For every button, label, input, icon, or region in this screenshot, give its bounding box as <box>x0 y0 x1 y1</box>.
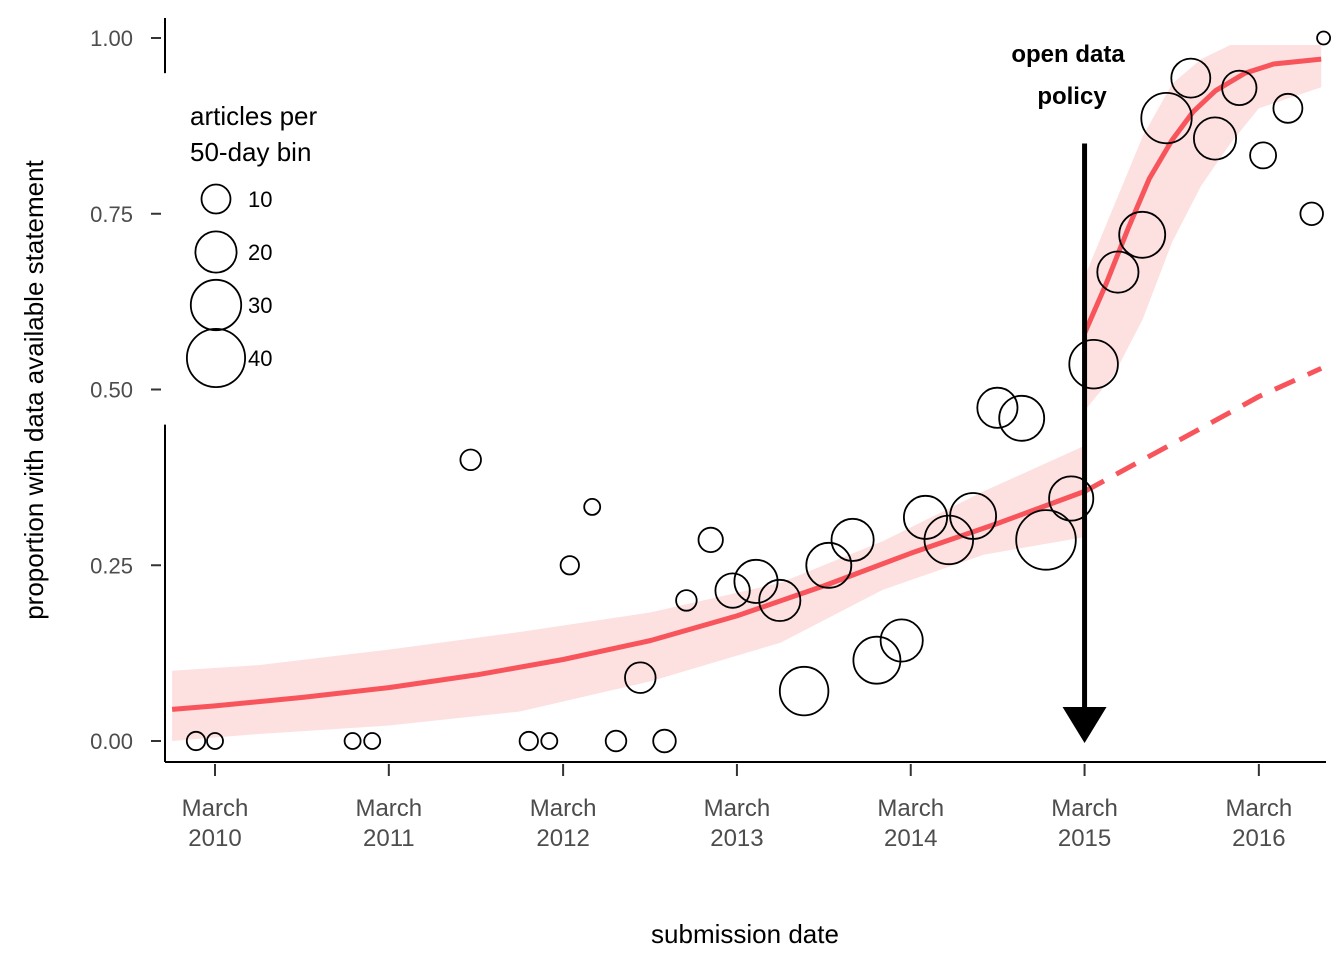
data-point-2 <box>343 732 362 750</box>
axes: 0.000.250.500.751.00March2010March2011Ma… <box>90 18 1326 852</box>
x-tick-label-month-4: March <box>877 795 944 822</box>
y-tick-label-3: 0.75 <box>90 202 133 227</box>
data-point-3 <box>363 732 382 750</box>
y-tick-label-1: 0.25 <box>90 553 133 578</box>
x-tick-label-year-4: 2014 <box>884 825 937 852</box>
data-point-5 <box>518 730 539 752</box>
data-point-39 <box>1316 30 1331 46</box>
legend-key-label-2: 30 <box>248 293 272 318</box>
annotation-line1: open data <box>1011 41 1125 68</box>
data-point-29 <box>1068 339 1119 390</box>
data-point-27 <box>1015 509 1077 571</box>
data-point-8 <box>583 497 602 516</box>
data-point-24 <box>949 492 997 540</box>
data-point-10 <box>624 661 657 694</box>
legend-title-line1: articles per <box>190 101 317 131</box>
size-legend: articles per 50-day bin 10 20 30 40 <box>185 101 317 388</box>
data-point-21 <box>879 618 924 663</box>
data-point-0 <box>185 730 207 752</box>
x-tick-label-year-1: 2011 <box>363 825 415 852</box>
data-points <box>185 30 1331 754</box>
data-point-33 <box>1170 57 1212 99</box>
fit-line-2 <box>1082 56 1322 335</box>
data-point-1 <box>206 732 224 750</box>
x-axis-title: submission date <box>651 919 839 949</box>
y-axis-title: proportion with data available statement <box>19 159 49 619</box>
data-point-17 <box>778 665 830 717</box>
data-point-35 <box>1221 69 1258 106</box>
data-point-30 <box>1096 250 1140 294</box>
data-point-26 <box>998 394 1046 442</box>
x-tick-label-month-5: March <box>1051 795 1118 822</box>
policy-annotation: open data policy <box>1011 41 1125 743</box>
data-point-11 <box>652 728 677 754</box>
confidence-band-1 <box>1084 45 1322 411</box>
annotation-line2: policy <box>1037 83 1107 110</box>
x-tick-label-month-3: March <box>704 795 771 822</box>
data-point-32 <box>1140 91 1193 145</box>
data-point-4 <box>459 448 482 472</box>
counterfactual-fit-line-1 <box>1083 366 1323 494</box>
data-point-36 <box>1249 141 1277 170</box>
x-tick-label-year-3: 2013 <box>710 825 763 852</box>
data-point-16 <box>758 578 802 622</box>
data-point-22 <box>903 494 949 540</box>
x-tick-label-month-1: March <box>355 795 422 822</box>
data-point-18 <box>805 541 853 589</box>
x-tick-label-year-2: 2012 <box>536 825 589 852</box>
confidence-band-0 <box>172 445 1085 741</box>
legend-key-label-3: 40 <box>248 346 272 371</box>
data-point-28 <box>1048 475 1095 522</box>
data-point-34 <box>1193 116 1238 161</box>
y-tick-label-2: 0.50 <box>90 378 133 403</box>
confidence-bands <box>172 45 1322 741</box>
data-point-20 <box>852 635 902 685</box>
data-point-12 <box>675 589 698 612</box>
data-point-13 <box>697 526 724 554</box>
data-point-14 <box>714 572 751 609</box>
legend-key-circle-2 <box>189 278 243 332</box>
x-tick-label-year-0: 2010 <box>188 825 241 852</box>
data-point-25 <box>976 386 1019 429</box>
data-point-9 <box>604 729 628 753</box>
legend-key-circle-3 <box>185 327 246 388</box>
data-point-37 <box>1272 92 1304 124</box>
y-tick-label-4: 1.00 <box>90 26 133 51</box>
data-point-23 <box>923 514 974 566</box>
data-point-15 <box>733 558 779 604</box>
legend-title-line2: 50-day bin <box>190 137 311 167</box>
x-tick-label-month-2: March <box>530 795 597 822</box>
data-point-6 <box>540 732 559 750</box>
legend-key-circle-1 <box>194 230 238 274</box>
x-tick-label-year-5: 2015 <box>1058 825 1111 852</box>
y-tick-label-0: 0.00 <box>90 729 133 754</box>
x-tick-label-year-6: 2016 <box>1232 825 1285 852</box>
data-point-31 <box>1118 210 1167 259</box>
legend-key-label-1: 20 <box>248 240 272 265</box>
data-point-7 <box>559 555 580 576</box>
legend-key-label-0: 10 <box>248 187 272 212</box>
x-tick-label-month-6: March <box>1226 795 1293 822</box>
legend-key-circle-0 <box>200 183 232 215</box>
data-point-19 <box>830 517 875 562</box>
data-point-38 <box>1299 201 1324 227</box>
x-tick-label-month-0: March <box>182 795 249 822</box>
policy-arrow-head <box>1062 707 1107 743</box>
